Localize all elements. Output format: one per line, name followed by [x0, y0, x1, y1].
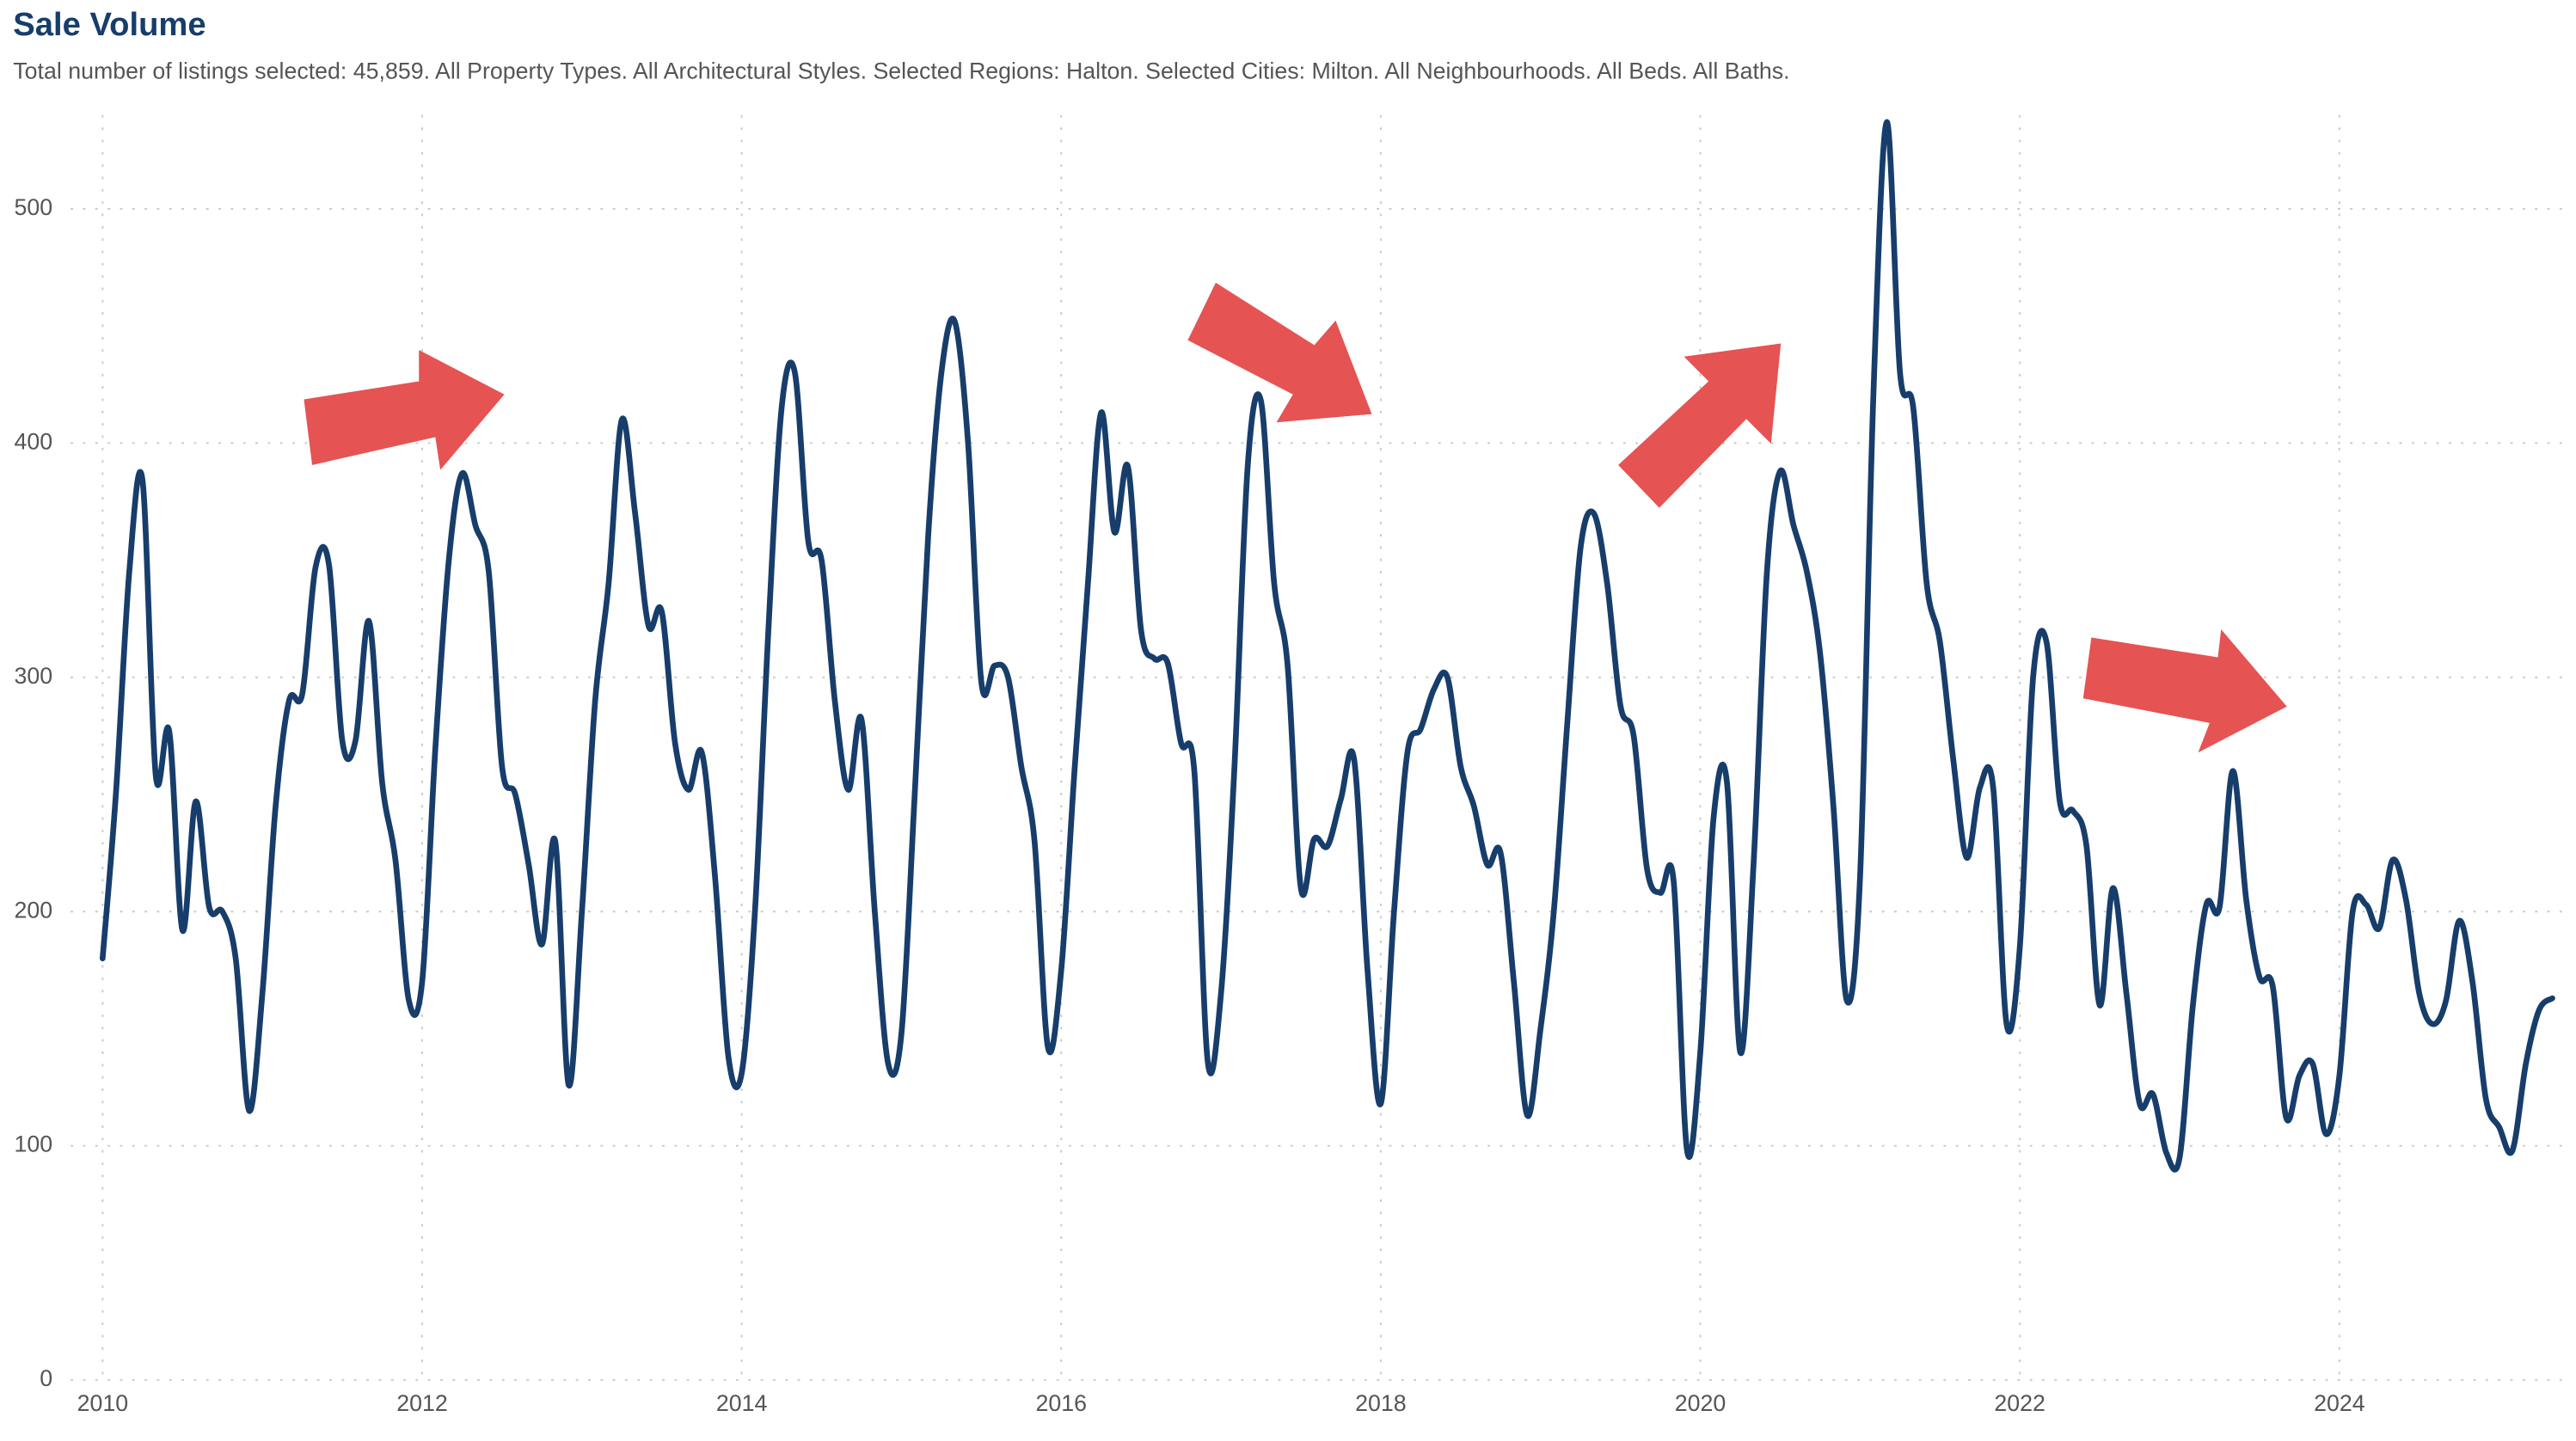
chart-title: Sale Volume [13, 6, 205, 43]
x-tick-label: 2020 [1675, 1390, 1727, 1416]
arrow [304, 350, 505, 470]
annotations [304, 282, 2287, 753]
x-tick-label: 2024 [2314, 1390, 2365, 1416]
grid [71, 114, 2572, 1382]
x-tick-label: 2018 [1355, 1390, 1407, 1416]
x-tick-label: 2010 [77, 1390, 129, 1416]
x-tick-label: 2014 [716, 1390, 768, 1416]
y-tick-label: 400 [15, 428, 53, 454]
x-tick-label: 2012 [396, 1390, 448, 1416]
y-tick-label: 200 [15, 897, 53, 923]
y-tick-label: 500 [15, 194, 53, 220]
y-tick-label: 300 [15, 663, 53, 689]
plot [99, 119, 2555, 1173]
x-tick-label: 2022 [1994, 1390, 2045, 1416]
chart-subtitle: Total number of listings selected: 45,85… [13, 58, 1789, 83]
arrow [2082, 629, 2287, 753]
line-series [99, 119, 2555, 1173]
arrow [1187, 282, 1372, 423]
arrow [1618, 343, 1782, 508]
x-tick-label: 2016 [1035, 1390, 1087, 1416]
y-tick-label: 100 [15, 1131, 53, 1157]
y-tick-label: 0 [40, 1365, 52, 1391]
